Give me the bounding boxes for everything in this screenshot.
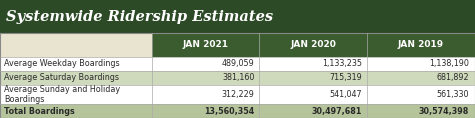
- FancyBboxPatch shape: [0, 71, 475, 85]
- Text: JAN 2021: JAN 2021: [183, 40, 228, 49]
- FancyBboxPatch shape: [0, 85, 475, 104]
- Text: 30,497,681: 30,497,681: [312, 107, 362, 116]
- Text: JAN 2020: JAN 2020: [290, 40, 336, 49]
- FancyBboxPatch shape: [0, 33, 152, 57]
- FancyBboxPatch shape: [0, 57, 475, 71]
- Text: 715,319: 715,319: [329, 73, 362, 82]
- FancyBboxPatch shape: [0, 0, 475, 33]
- Text: 30,574,398: 30,574,398: [419, 107, 469, 116]
- Text: Average Weekday Boardings: Average Weekday Boardings: [4, 59, 119, 68]
- Text: 681,892: 681,892: [437, 73, 469, 82]
- FancyBboxPatch shape: [152, 33, 475, 57]
- Text: Average Sunday and Holiday
Boardings: Average Sunday and Holiday Boardings: [4, 85, 120, 104]
- Text: Systemwide Ridership Estimates: Systemwide Ridership Estimates: [6, 10, 273, 23]
- Text: 489,059: 489,059: [222, 59, 255, 68]
- Text: Average Saturday Boardings: Average Saturday Boardings: [4, 73, 119, 82]
- Text: 1,138,190: 1,138,190: [429, 59, 469, 68]
- Text: Total Boardings: Total Boardings: [4, 107, 75, 116]
- Text: 541,047: 541,047: [329, 90, 362, 99]
- Text: 1,133,235: 1,133,235: [322, 59, 362, 68]
- Text: 561,330: 561,330: [437, 90, 469, 99]
- Text: 312,229: 312,229: [222, 90, 255, 99]
- FancyBboxPatch shape: [0, 104, 475, 118]
- Text: 13,560,354: 13,560,354: [204, 107, 255, 116]
- Text: JAN 2019: JAN 2019: [397, 40, 444, 49]
- Text: 381,160: 381,160: [222, 73, 255, 82]
